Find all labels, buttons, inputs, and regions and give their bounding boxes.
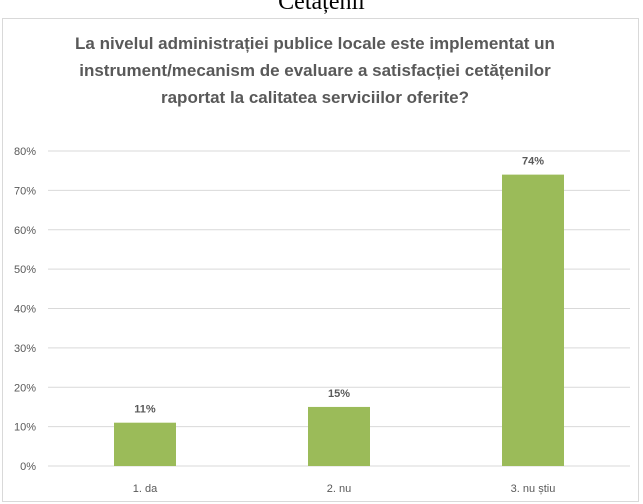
bar — [114, 422, 176, 466]
x-tick-label: 1. da — [133, 483, 158, 495]
bar — [502, 174, 564, 466]
page-heading: Cetățenii — [278, 0, 365, 15]
data-label: 11% — [134, 404, 156, 416]
data-label: 74% — [522, 156, 544, 168]
data-label: 15% — [328, 388, 350, 400]
y-tick-label: 30% — [14, 343, 36, 355]
y-tick-label: 40% — [14, 304, 36, 316]
y-tick-label: 60% — [14, 225, 36, 237]
y-tick-label: 50% — [14, 264, 36, 276]
y-tick-label: 80% — [14, 146, 36, 158]
y-tick-label: 70% — [14, 185, 36, 197]
y-tick-label: 10% — [14, 422, 36, 434]
y-tick-label: 0% — [20, 461, 36, 473]
x-tick-label: 2. nu — [327, 483, 351, 495]
bar — [308, 406, 370, 466]
x-tick-label: 3. nu știu — [511, 483, 556, 495]
chart-title: La nivelul administrației publice locale… — [75, 34, 555, 107]
y-tick-label: 20% — [14, 382, 36, 394]
